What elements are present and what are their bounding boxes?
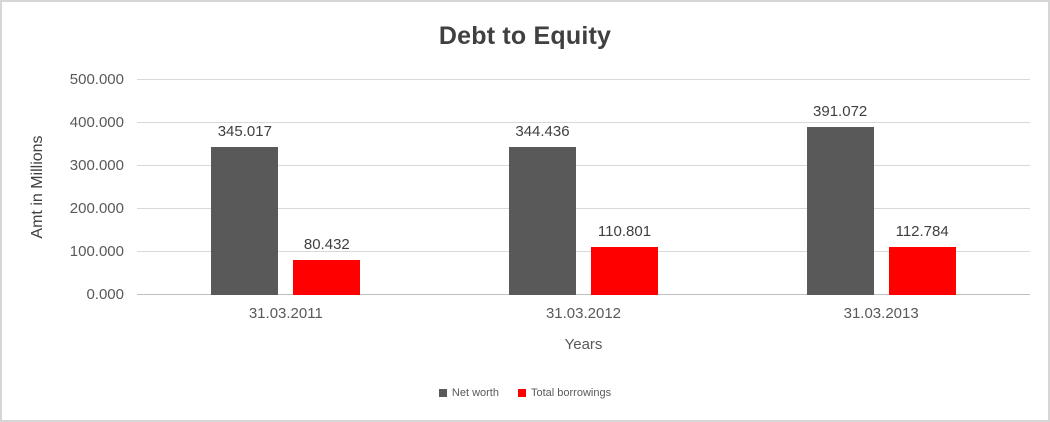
- bar-net-worth: [508, 146, 576, 295]
- bar-group: 391.072 112.784: [732, 80, 1030, 295]
- legend: Net worth Total borrowings: [2, 387, 1048, 399]
- bar-cell: 112.784: [888, 80, 956, 295]
- data-label: 80.432: [303, 236, 350, 254]
- bar-cell: 391.072: [806, 80, 874, 295]
- y-tick-label: 200.000: [69, 200, 124, 217]
- y-tick-label: 400.000: [69, 114, 124, 131]
- bar-total-borrowings: [293, 260, 361, 295]
- bar-group: 344.436 110.801: [435, 80, 733, 295]
- x-tick-label: 31.03.2011: [248, 305, 323, 322]
- data-label: 110.801: [597, 223, 652, 241]
- gridline-0: [137, 294, 1030, 295]
- net-worth-swatch-icon: [438, 389, 447, 397]
- x-tick-label: 31.03.2013: [843, 305, 919, 322]
- bar-cell: 110.801: [590, 80, 658, 295]
- data-label: 344.436: [515, 122, 570, 140]
- data-label: 345.017: [217, 122, 272, 140]
- bar-cell: 80.432: [293, 80, 361, 295]
- legend-item-net-worth: Net worth: [438, 387, 499, 399]
- bar-group: 345.017 80.432: [137, 80, 435, 295]
- legend-item-total-borrowings: Total borrowings: [517, 387, 612, 399]
- gridline-300: [137, 165, 1030, 166]
- total-borrowings-swatch-icon: [517, 389, 526, 397]
- data-label: 391.072: [813, 102, 868, 120]
- chart-title: Debt to Equity: [438, 22, 612, 50]
- bar-cell: 345.017: [211, 80, 279, 295]
- gridline-400: [137, 122, 1030, 123]
- y-tick-label: 0.000: [86, 286, 124, 303]
- gridline-500: [137, 79, 1030, 80]
- gridline-200: [137, 208, 1030, 209]
- bar-cell: 344.436: [508, 80, 576, 295]
- x-axis-title: Years: [564, 336, 603, 353]
- legend-label-net-worth: Net worth: [451, 387, 499, 399]
- gridline-100: [137, 251, 1030, 252]
- plot-area: 345.017 80.432 344.436 110.801 391.072 112.78…: [137, 79, 1030, 295]
- y-axis-title: Amt in Millions: [29, 135, 46, 239]
- bar-net-worth: [806, 126, 874, 295]
- bar-total-borrowings: [590, 247, 658, 295]
- y-tick-label: 100.000: [69, 243, 124, 260]
- legend-label-total-borrowings: Total borrowings: [530, 387, 612, 399]
- y-tick-label: 300.000: [69, 157, 124, 174]
- data-label: 112.784: [895, 222, 949, 240]
- y-tick-label: 500.000: [69, 71, 124, 88]
- bar-net-worth: [211, 146, 279, 295]
- bar-total-borrowings: [888, 246, 956, 295]
- x-tick-label: 31.03.2012: [545, 305, 622, 322]
